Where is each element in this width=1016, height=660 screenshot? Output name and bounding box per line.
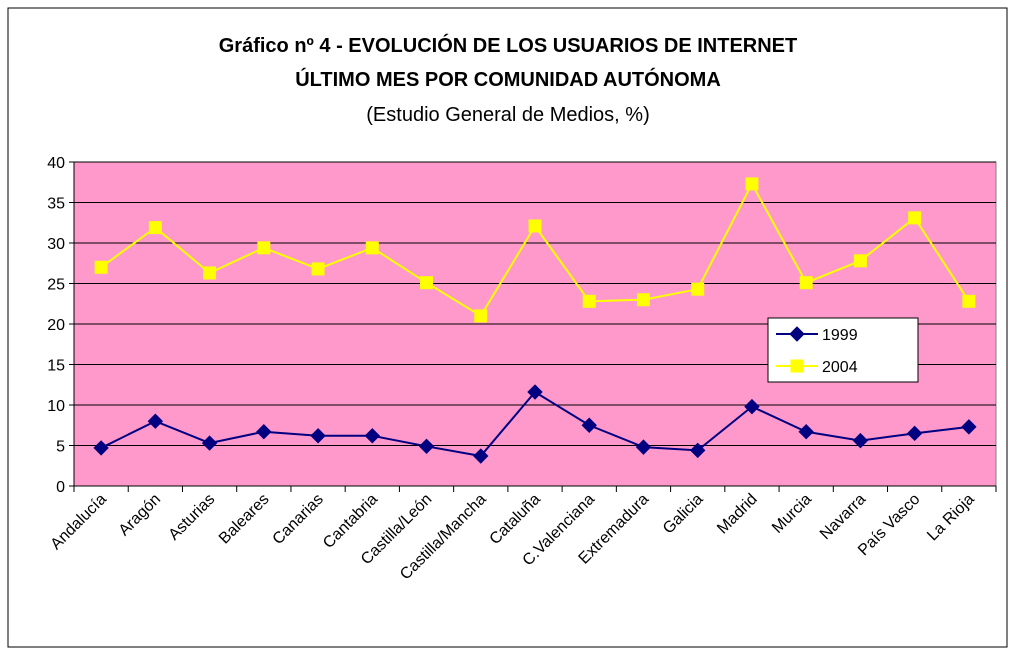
data-point <box>798 424 814 440</box>
data-point <box>636 293 650 307</box>
data-point <box>256 424 272 440</box>
data-point <box>906 425 923 442</box>
data-point <box>962 294 976 308</box>
legend-label: 2004 <box>822 359 858 376</box>
legend-label: 1999 <box>822 327 858 344</box>
data-point <box>311 262 325 276</box>
y-tick-label: 5 <box>56 439 65 456</box>
y-tick-label: 20 <box>47 317 65 334</box>
chart-subtitle: (Estudio General de Medios, %) <box>366 104 649 126</box>
data-point <box>310 428 326 444</box>
data-point <box>257 241 271 255</box>
data-point <box>852 432 869 449</box>
y-tick-label: 40 <box>47 155 65 172</box>
legend <box>767 317 919 383</box>
data-point <box>201 435 218 451</box>
y-tick-label: 10 <box>47 398 65 415</box>
data-point <box>908 211 922 225</box>
data-point <box>799 276 813 290</box>
data-point <box>691 282 705 296</box>
legend-marker <box>790 359 804 373</box>
chart-title: ÚLTIMO MES POR COMUNIDAD AUTÓNOMA <box>295 67 721 91</box>
data-point <box>635 439 652 455</box>
data-point <box>93 440 109 456</box>
data-point <box>364 428 381 444</box>
data-point <box>94 260 108 274</box>
data-point <box>528 219 542 233</box>
data-point <box>582 294 596 308</box>
chart-title: Gráfico nº 4 - EVOLUCIÓN DE LOS USUARIOS… <box>219 33 797 57</box>
data-point <box>147 413 164 429</box>
y-tick-label: 30 <box>47 236 65 253</box>
data-point <box>420 276 434 290</box>
data-point <box>853 254 867 268</box>
data-point <box>581 417 597 433</box>
data-point <box>365 241 379 255</box>
data-point <box>418 438 435 455</box>
y-tick-label: 0 <box>56 479 65 496</box>
data-point <box>473 448 489 464</box>
data-point <box>745 177 759 191</box>
data-point <box>744 398 760 415</box>
data-point <box>961 419 977 435</box>
legend-marker <box>789 326 805 342</box>
data-point <box>474 309 488 323</box>
y-tick-label: 35 <box>47 196 65 213</box>
data-point <box>689 442 706 459</box>
y-tick-label: 25 <box>47 277 65 294</box>
y-tick-label: 15 <box>47 358 65 375</box>
data-point <box>203 266 217 280</box>
data-point <box>148 221 162 235</box>
data-point <box>527 384 543 400</box>
